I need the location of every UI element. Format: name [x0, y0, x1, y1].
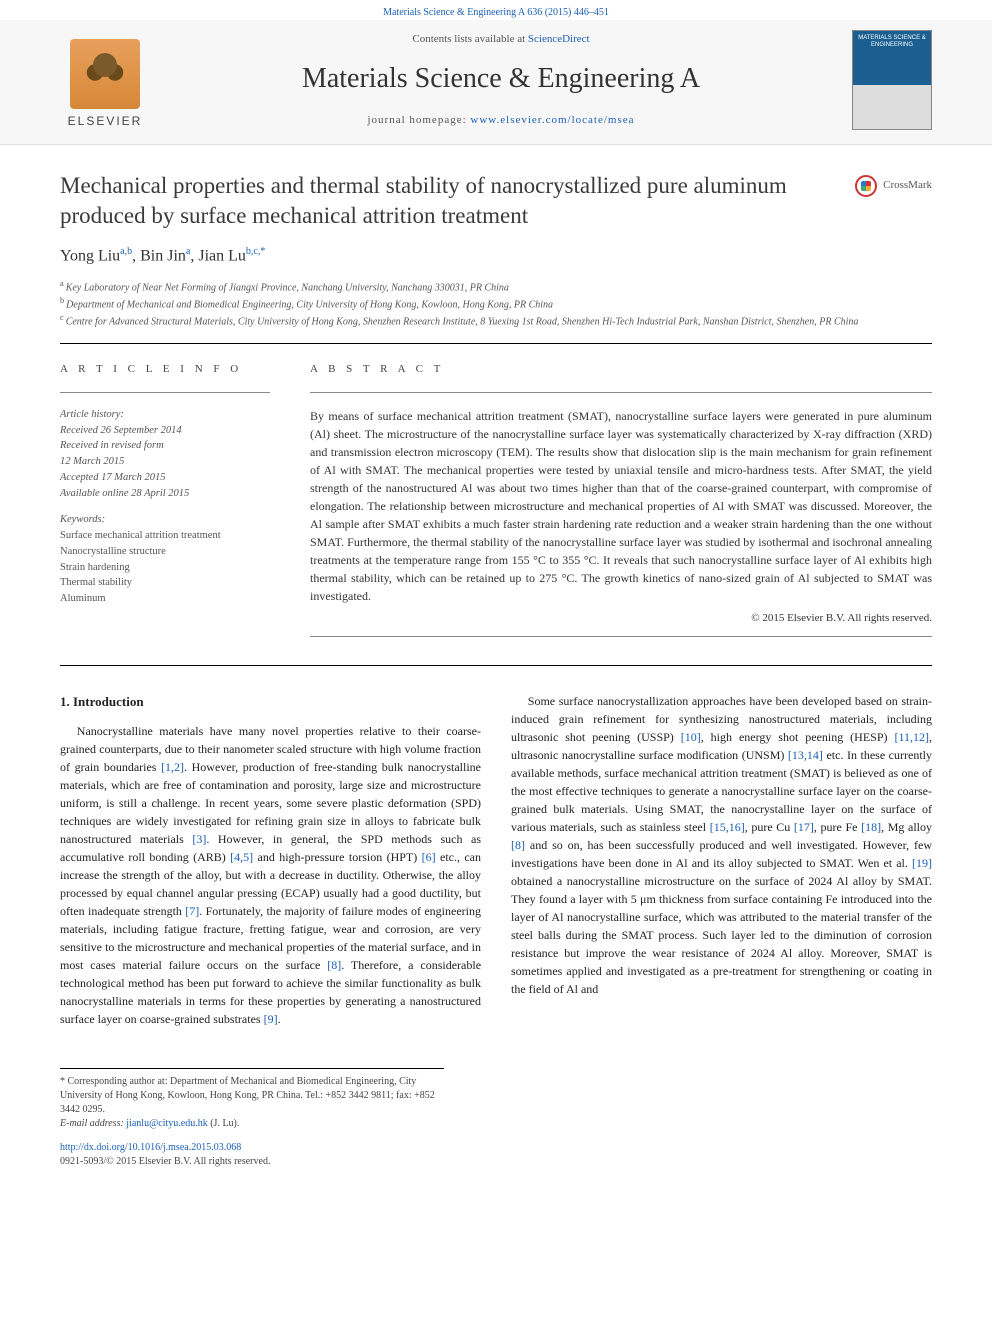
affil-link[interactable]: a — [186, 246, 190, 257]
author: Yong Liu — [60, 247, 120, 264]
citation-link[interactable]: [13,14] — [788, 748, 823, 762]
keyword: Nanocrystalline structure — [60, 544, 270, 560]
doi-block: http://dx.doi.org/10.1016/j.msea.2015.03… — [60, 1141, 932, 1169]
citation-link[interactable]: [19] — [912, 856, 932, 870]
affiliation: cCentre for Advanced Structural Material… — [60, 312, 932, 329]
citation-link[interactable]: [10] — [681, 730, 701, 744]
rule — [310, 392, 932, 393]
author: Jian Lu — [198, 247, 246, 264]
paper-title: Mechanical properties and thermal stabil… — [60, 171, 839, 231]
corresponding-note: * Corresponding author at: Department of… — [60, 1075, 444, 1117]
crossmark-label: CrossMark — [883, 178, 932, 193]
history-head: Article history: — [60, 407, 270, 423]
issn-line: 0921-5093/© 2015 Elsevier B.V. All right… — [60, 1156, 270, 1167]
publisher-logo: ELSEVIER — [60, 30, 150, 130]
rule — [310, 636, 932, 637]
history-line: 12 March 2015 — [60, 454, 270, 470]
history-line: Accepted 17 March 2015 — [60, 470, 270, 486]
affil-text: Centre for Advanced Structural Materials… — [66, 316, 859, 327]
citation-link[interactable]: [6] — [422, 850, 436, 864]
citation-link[interactable]: [8] — [511, 838, 525, 852]
keyword: Surface mechanical attrition treatment — [60, 528, 270, 544]
affiliations: aKey Laboratory of Near Net Forming of J… — [60, 278, 932, 330]
keyword: Aluminum — [60, 591, 270, 607]
text: , pure Cu — [745, 820, 794, 834]
email-line: E-mail address: jianlu@cityu.edu.hk (J. … — [60, 1117, 444, 1131]
rule — [60, 665, 932, 666]
affiliation: aKey Laboratory of Near Net Forming of J… — [60, 278, 932, 295]
history-line: Received 26 September 2014 — [60, 423, 270, 439]
publisher-name: ELSEVIER — [68, 113, 143, 130]
author: Bin Jin — [140, 247, 186, 264]
running-head: Materials Science & Engineering A 636 (2… — [0, 0, 992, 20]
abstract-copyright: © 2015 Elsevier B.V. All rights reserved… — [310, 611, 932, 626]
body-columns: 1. Introduction Nanocrystalline material… — [60, 692, 932, 1028]
citation-link[interactable]: [11,12] — [894, 730, 929, 744]
citation-link[interactable]: [8] — [327, 958, 341, 972]
footnotes: * Corresponding author at: Department of… — [60, 1068, 444, 1131]
text: , high energy shot peening (HESP) — [701, 730, 895, 744]
affil-sup: a — [60, 279, 64, 288]
contents-line: Contents lists available at ScienceDirec… — [150, 32, 852, 47]
citation-link[interactable]: [4,5] — [230, 850, 253, 864]
keyword: Thermal stability — [60, 575, 270, 591]
history-line: Available online 28 April 2015 — [60, 486, 270, 502]
article-info-head: A R T I C L E I N F O — [60, 362, 270, 377]
section-heading: 1. Introduction — [60, 692, 481, 712]
citation-link[interactable]: [3] — [192, 832, 206, 846]
history-line: Received in revised form — [60, 438, 270, 454]
sciencedirect-link[interactable]: ScienceDirect — [528, 33, 590, 45]
homepage-prefix: journal homepage: — [367, 114, 470, 126]
text: and so on, has been successfully produce… — [511, 838, 932, 870]
affil-text: Department of Mechanical and Biomedical … — [66, 299, 553, 310]
paragraph: Nanocrystalline materials have many nove… — [60, 722, 481, 1028]
citation-link[interactable]: [7] — [185, 904, 199, 918]
email-suffix: (J. Lu). — [208, 1118, 240, 1129]
affil-sup: c — [60, 313, 64, 322]
keywords-head: Keywords: — [60, 513, 270, 528]
text: and high-pressure torsion (HPT) — [253, 850, 422, 864]
email-link[interactable]: jianlu@cityu.edu.hk — [126, 1118, 207, 1129]
affil-link[interactable]: b,c,* — [246, 246, 265, 257]
citation-link[interactable]: [17] — [794, 820, 814, 834]
text: obtained a nanocrystalline microstructur… — [511, 874, 932, 996]
crossmark-icon — [855, 175, 877, 197]
journal-cover-thumb: MATERIALS SCIENCE & ENGINEERING — [852, 30, 932, 130]
text: . — [278, 1012, 281, 1026]
text: . Therefore, a — [341, 958, 420, 972]
crossmark-badge[interactable]: CrossMark — [855, 175, 932, 197]
header-center: Contents lists available at ScienceDirec… — [150, 32, 852, 128]
affil-sup: b — [60, 296, 64, 305]
affiliation: bDepartment of Mechanical and Biomedical… — [60, 295, 932, 312]
article-info-column: A R T I C L E I N F O Article history: R… — [60, 362, 270, 651]
text: , Mg alloy — [881, 820, 932, 834]
email-label: E-mail address: — [60, 1118, 126, 1129]
abstract-head: A B S T R A C T — [310, 362, 932, 377]
contents-prefix: Contents lists available at — [412, 33, 527, 45]
cover-caption: MATERIALS SCIENCE & ENGINEERING — [853, 31, 931, 48]
keyword: Strain hardening — [60, 560, 270, 576]
homepage-line: journal homepage: www.elsevier.com/locat… — [150, 113, 852, 128]
journal-title: Materials Science & Engineering A — [150, 59, 852, 98]
homepage-link[interactable]: www.elsevier.com/locate/msea — [470, 114, 634, 126]
rule — [60, 343, 932, 344]
citation-link[interactable]: [9] — [264, 1012, 278, 1026]
affil-link[interactable]: a,b — [120, 246, 132, 257]
abstract-column: A B S T R A C T By means of surface mech… — [310, 362, 932, 651]
journal-header: ELSEVIER Contents lists available at Sci… — [0, 20, 992, 145]
affil-text: Key Laboratory of Near Net Forming of Ji… — [66, 282, 509, 293]
citation-link[interactable]: [1,2] — [161, 760, 184, 774]
citation-link[interactable]: [18] — [861, 820, 881, 834]
text: , pure Fe — [814, 820, 861, 834]
abstract-text: By means of surface mechanical attrition… — [310, 407, 932, 605]
doi-link[interactable]: http://dx.doi.org/10.1016/j.msea.2015.03… — [60, 1142, 241, 1153]
paragraph: Some surface nanocrystallization approac… — [511, 692, 932, 998]
article-history: Article history: Received 26 September 2… — [60, 407, 270, 502]
elsevier-tree-icon — [70, 39, 140, 109]
author-list: Yong Liua,b, Bin Jina, Jian Lub,c,* — [60, 245, 932, 268]
citation-link[interactable]: [15,16] — [710, 820, 745, 834]
keywords-list: Surface mechanical attrition treatment N… — [60, 528, 270, 607]
rule — [60, 392, 270, 393]
